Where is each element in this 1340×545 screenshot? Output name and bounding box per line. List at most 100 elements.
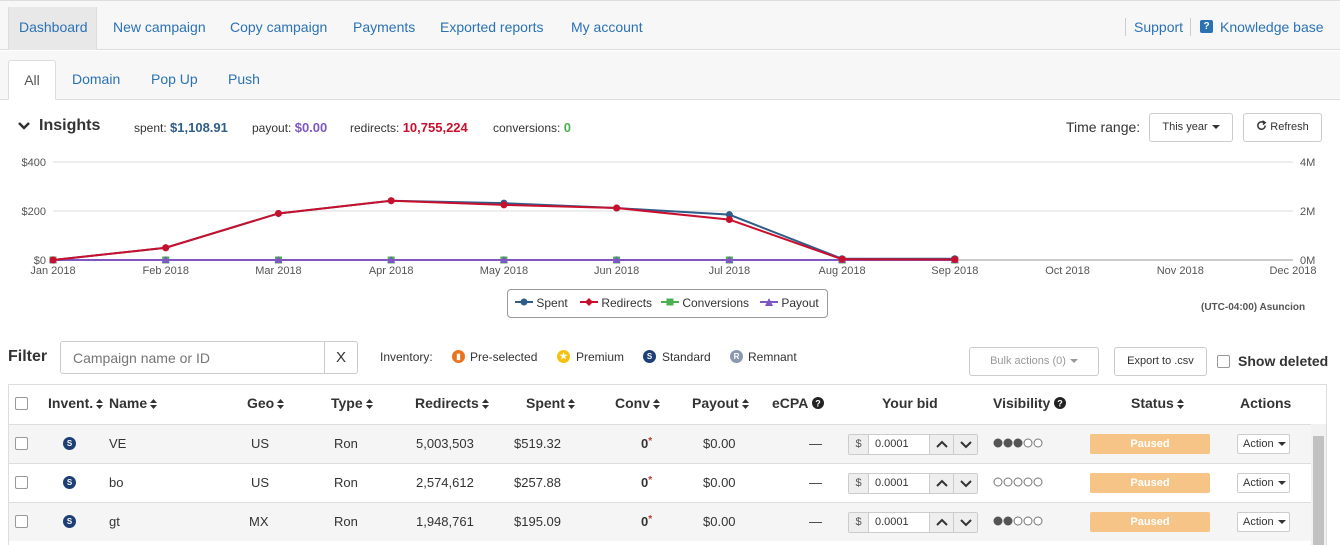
bid-increase-button[interactable]: [929, 435, 953, 454]
nav-divider: [1190, 18, 1191, 36]
campaign-conv-value: 0: [641, 475, 649, 490]
time-range-select[interactable]: This year: [1149, 113, 1233, 142]
bid-increase-button[interactable]: [929, 513, 953, 532]
col-spent-label: Spent: [526, 395, 565, 411]
col-payout[interactable]: Payout: [692, 395, 749, 411]
inventory-remnant[interactable]: Remnant: [748, 350, 797, 364]
campaign-search-input[interactable]: [60, 341, 325, 374]
bid-value[interactable]: 0.0001: [875, 516, 909, 528]
col-status-label: Status: [1131, 395, 1174, 411]
row-checkbox[interactable]: [15, 476, 28, 489]
inventory-preselected[interactable]: Pre-selected: [470, 350, 538, 364]
col-redirects[interactable]: Redirects: [415, 395, 489, 411]
bid-decrease-button[interactable]: [953, 474, 977, 493]
tab-push[interactable]: Push: [228, 71, 260, 87]
tab-pop-up[interactable]: Pop Up: [151, 71, 198, 87]
stat-spent-label: spent:: [134, 121, 167, 135]
col-name[interactable]: Name: [109, 395, 158, 411]
stat-spent-value: $1,108.91: [170, 120, 228, 135]
point-spent: [725, 211, 733, 219]
legend-payout[interactable]: Payout: [760, 296, 819, 310]
col-invent[interactable]: Invent.: [48, 395, 104, 411]
col-status[interactable]: Status: [1131, 395, 1184, 411]
inventory-standard[interactable]: Standard: [662, 350, 711, 364]
asterisk-icon: *: [648, 514, 653, 525]
scrollbar-thumb[interactable]: [1313, 436, 1324, 545]
sort-icon: [741, 399, 749, 409]
nav-my-account[interactable]: My account: [571, 19, 643, 35]
bid-stepper[interactable]: $ 0.0001: [848, 473, 978, 494]
bid-increase-button[interactable]: [929, 474, 953, 493]
nav-knowledge-base[interactable]: Knowledge base: [1220, 19, 1324, 35]
visibility-dot-empty: [1033, 477, 1043, 487]
nav-copy-campaign[interactable]: Copy campaign: [230, 19, 328, 35]
filter-label: Filter: [8, 348, 48, 365]
refresh-button[interactable]: Refresh: [1243, 113, 1322, 142]
standard-icon: S: [63, 476, 76, 489]
nav-support[interactable]: Support: [1134, 19, 1184, 35]
tab-domain[interactable]: Domain: [72, 71, 121, 87]
bid-value[interactable]: 0.0001: [875, 477, 909, 489]
stat-redirects: redirects: 10,755,224: [350, 120, 468, 135]
sort-icon: [567, 399, 575, 409]
visibility-dots: [993, 477, 1043, 487]
help-icon[interactable]: ?: [811, 397, 824, 409]
nav-payments[interactable]: Payments: [353, 19, 416, 35]
nav-new-campaign[interactable]: New campaign: [113, 19, 206, 35]
export-csv-button[interactable]: Export to .csv: [1114, 347, 1207, 376]
legend-redirects-label: Redirects: [601, 296, 653, 310]
campaign-name[interactable]: bo: [109, 475, 124, 490]
row-action-button[interactable]: Action: [1237, 434, 1290, 454]
visibility-dot-filled: [1013, 438, 1023, 448]
question-icon: ?: [1200, 20, 1213, 33]
col-name-label: Name: [109, 395, 148, 411]
col-geo[interactable]: Geo: [247, 395, 285, 411]
chevron-down-icon[interactable]: [18, 120, 30, 132]
standard-icon: S: [63, 437, 76, 450]
show-deleted-checkbox[interactable]: [1217, 355, 1230, 368]
show-deleted-label[interactable]: Show deleted: [1238, 353, 1329, 369]
table-scrollbar[interactable]: [1311, 424, 1326, 545]
legend-redirects[interactable]: Redirects: [580, 296, 652, 310]
bid-decrease-button[interactable]: [953, 513, 977, 532]
nav-dashboard[interactable]: Dashboard: [8, 7, 97, 50]
col-type[interactable]: Type: [331, 395, 373, 411]
timezone-label: (UTC-04:00) Asuncion: [1201, 302, 1306, 313]
caret-down-icon: [1211, 125, 1220, 130]
visibility-dot-empty: [1033, 438, 1043, 448]
col-spent[interactable]: Spent: [526, 395, 575, 411]
chevron-down-icon: [960, 519, 972, 527]
inventory-premium[interactable]: Premium: [576, 350, 625, 364]
campaign-spent: $257.88: [514, 475, 561, 490]
bid-stepper[interactable]: $ 0.0001: [848, 434, 978, 455]
col-redirects-label: Redirects: [415, 395, 479, 411]
campaign-conv: 0*: [641, 475, 652, 490]
row-checkbox[interactable]: [15, 437, 28, 450]
sort-icon: [365, 399, 373, 409]
stat-redirects-label: redirects:: [350, 121, 400, 135]
visibility-dot-filled: [1003, 516, 1013, 526]
y-right-tick-label: 2M: [1300, 206, 1315, 218]
nav-exported-reports[interactable]: Exported reports: [440, 19, 544, 35]
col-conv[interactable]: Conv: [615, 395, 660, 411]
campaign-name[interactable]: VE: [109, 436, 127, 451]
campaign-ecpa: —: [809, 475, 822, 490]
select-all-checkbox[interactable]: [15, 397, 28, 410]
bid-stepper[interactable]: $ 0.0001: [848, 512, 978, 533]
row-checkbox[interactable]: [15, 515, 28, 528]
campaign-name[interactable]: gt: [109, 514, 120, 529]
point-redirects: [613, 204, 621, 212]
point-payout: [612, 256, 621, 263]
tab-all[interactable]: All: [8, 60, 56, 100]
bid-value[interactable]: 0.0001: [875, 438, 909, 450]
point-redirects: [725, 216, 733, 224]
legend-spent[interactable]: Spent: [515, 296, 568, 310]
bid-decrease-button[interactable]: [953, 435, 977, 454]
help-icon[interactable]: ?: [1054, 397, 1067, 409]
legend-conversions[interactable]: Conversions: [661, 296, 749, 310]
bulk-actions-button[interactable]: Bulk actions (0): [969, 347, 1099, 376]
clear-filter-button[interactable]: X: [324, 341, 358, 374]
row-action-button[interactable]: Action: [1237, 512, 1290, 532]
row-action-button[interactable]: Action: [1237, 473, 1290, 493]
y-right-tick-label: 0M: [1300, 255, 1315, 267]
